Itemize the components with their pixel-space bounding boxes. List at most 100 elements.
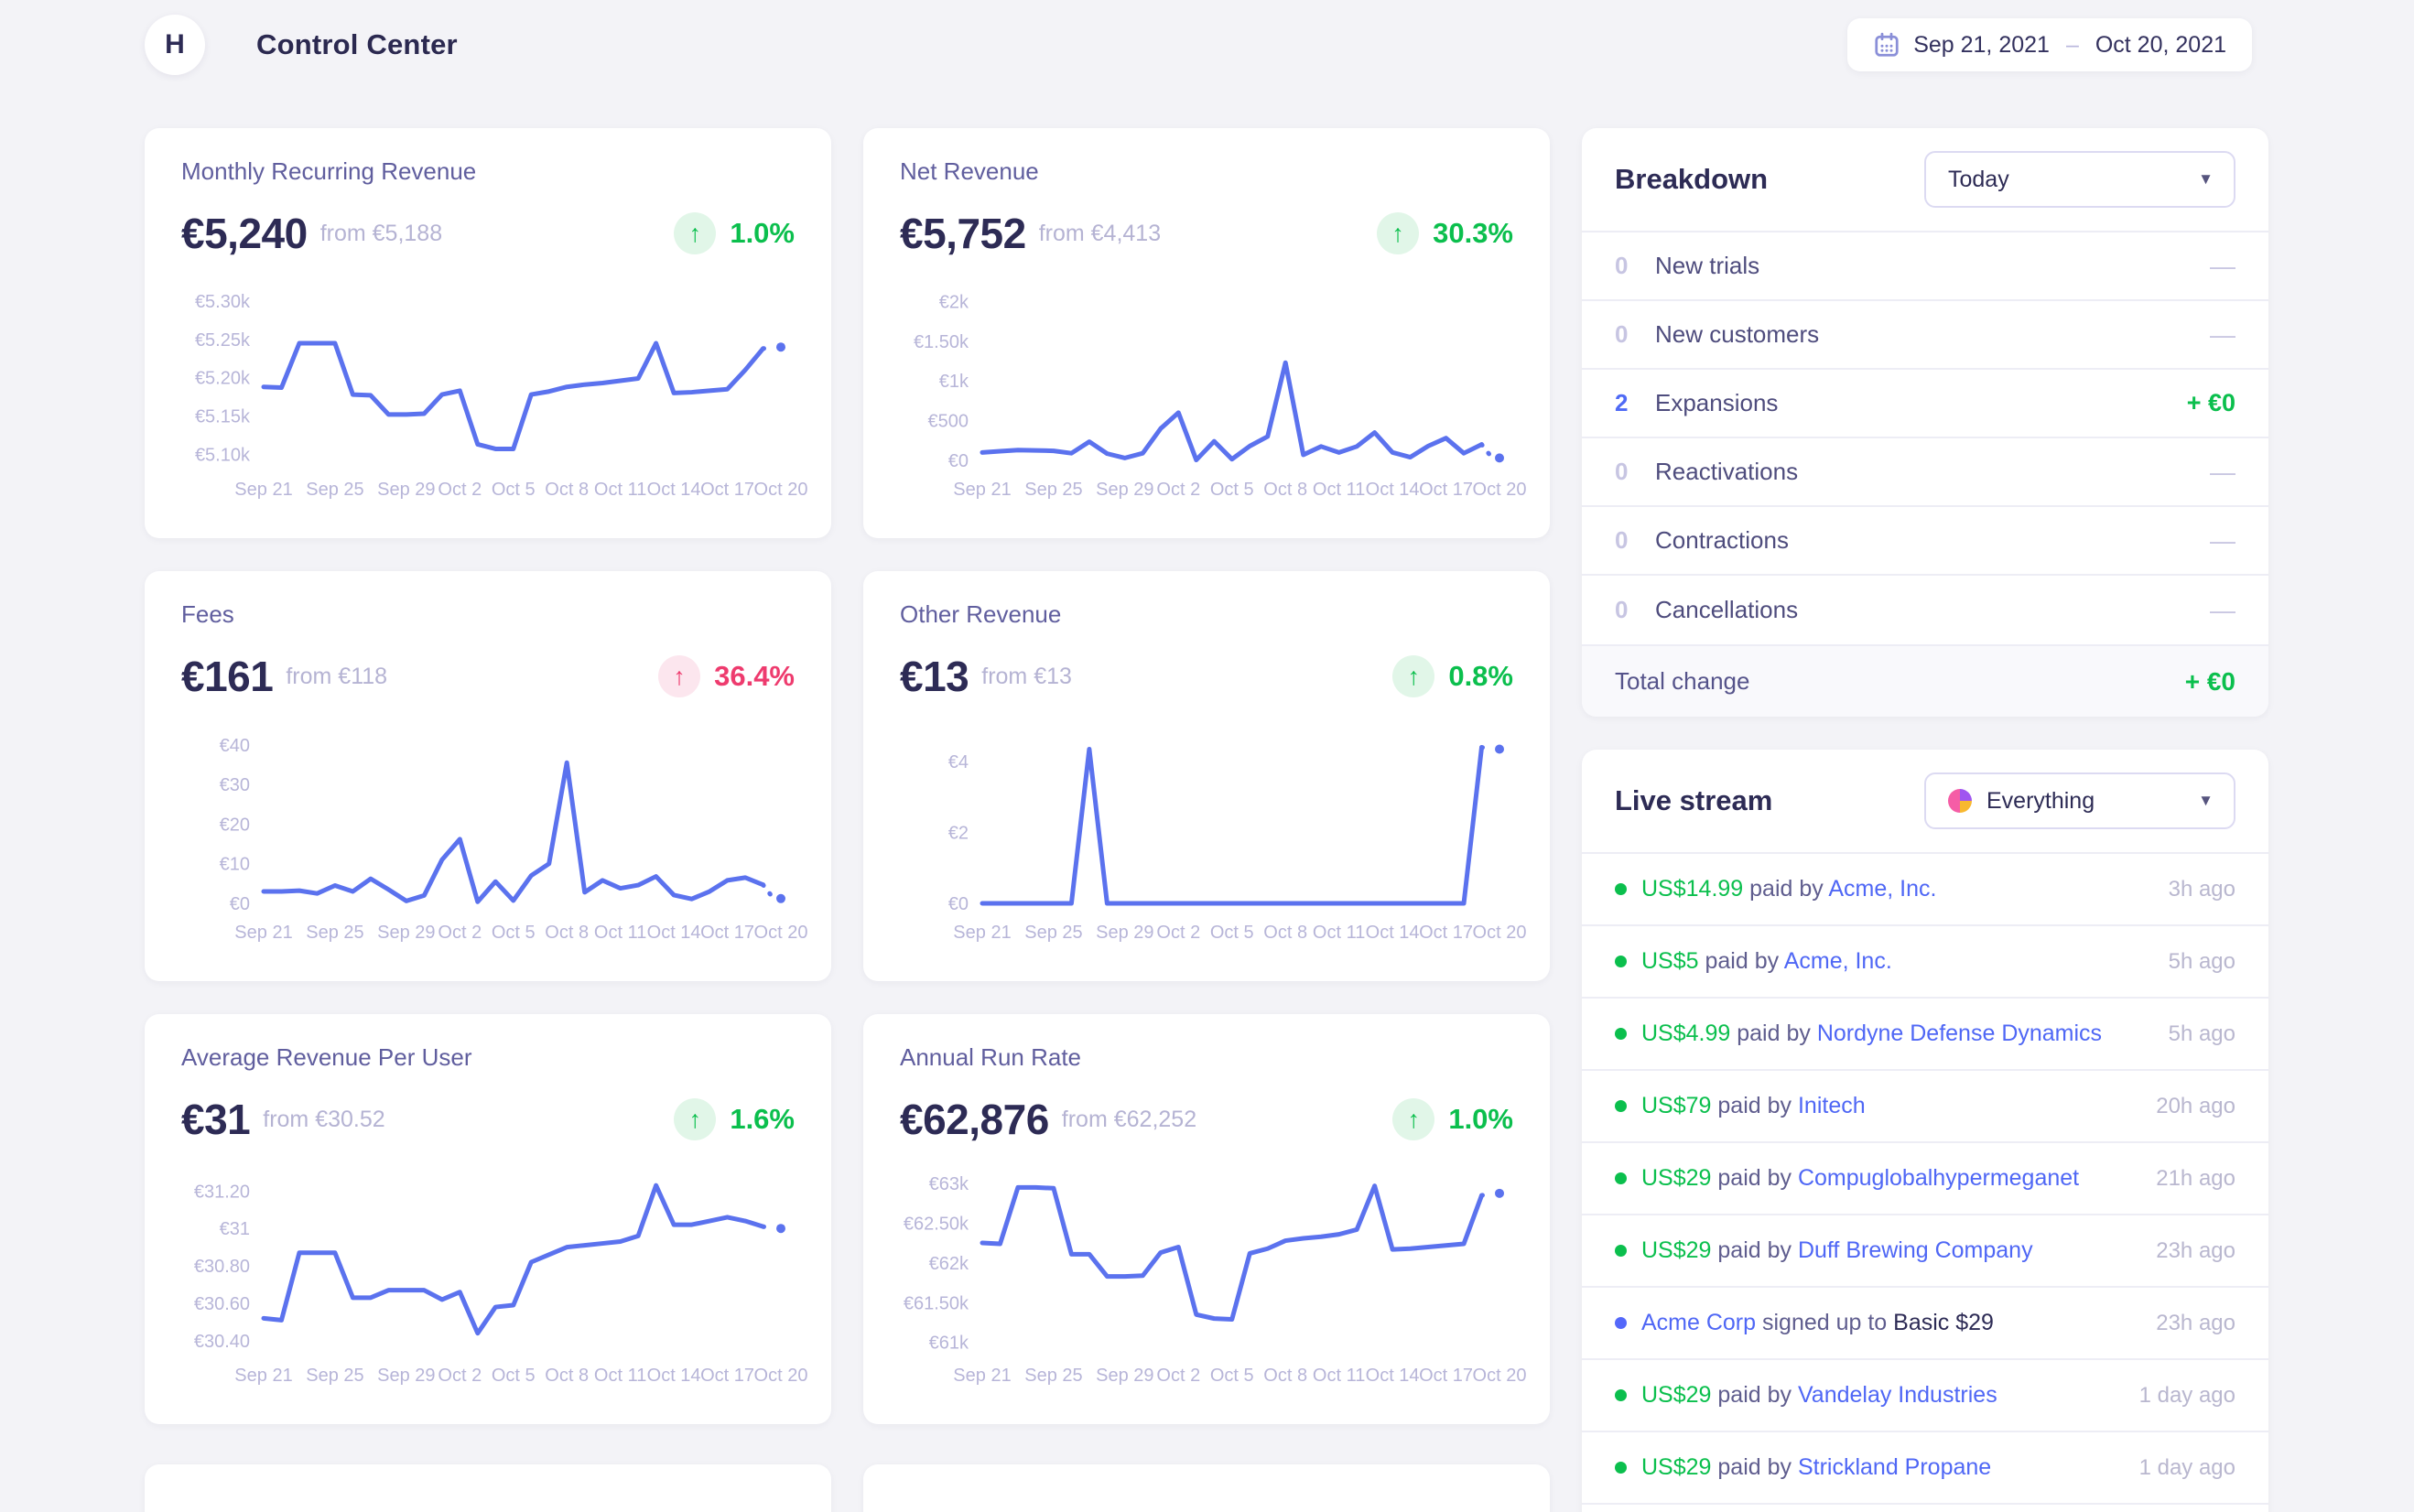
event-dot-icon xyxy=(1615,1462,1627,1474)
metrics-column-1: Monthly Recurring Revenue €5,240 from €5… xyxy=(145,128,831,1512)
svg-text:Oct 20: Oct 20 xyxy=(1473,1366,1527,1386)
metric-value-row: €5,240 from €5,188 ↑ 1.0% xyxy=(181,208,795,259)
svg-text:Oct 8: Oct 8 xyxy=(545,480,589,500)
svg-text:€5.20k: €5.20k xyxy=(195,369,251,389)
event-text: US$29 paid by Strickland Propane xyxy=(1641,1454,1991,1481)
breakdown-row: 2 Expansions + €0 xyxy=(1582,370,2268,438)
metric-previous-value: from €118 xyxy=(286,663,388,689)
arr-line-chart: €63k €62.50k €62k €61.50k €61k Sep 21 Sep 25 Se… xyxy=(904,1174,1527,1386)
event-segment-plain: paid by xyxy=(1711,1454,1798,1480)
svg-text:Oct 2: Oct 2 xyxy=(1156,1366,1200,1386)
svg-text:€1.50k: €1.50k xyxy=(914,332,969,352)
event-segment-plain: paid by xyxy=(1711,1237,1798,1263)
metric-value: €5,752 xyxy=(900,210,1026,257)
svg-text:€10: €10 xyxy=(220,855,250,875)
svg-text:Oct 20: Oct 20 xyxy=(754,923,808,943)
event-segment-amount: US$29 xyxy=(1641,1165,1712,1191)
customer-link[interactable]: Acme Corp xyxy=(1641,1310,1757,1335)
svg-text:€2: €2 xyxy=(948,824,969,844)
svg-text:Oct 14: Oct 14 xyxy=(1366,1366,1420,1386)
arrow-up-icon: ↑ xyxy=(1392,1098,1435,1140)
page-title: Control Center xyxy=(256,28,458,60)
metric-value-row: €62,876 from €62,252 ↑ 1.0% xyxy=(900,1094,1513,1145)
svg-text:Oct 11: Oct 11 xyxy=(594,1366,646,1386)
event-segment-plain: signed up to xyxy=(1756,1310,1894,1335)
svg-text:€500: €500 xyxy=(928,412,969,432)
svg-text:€0: €0 xyxy=(948,451,969,471)
svg-text:Oct 17: Oct 17 xyxy=(700,1366,754,1386)
svg-text:Sep 21: Sep 21 xyxy=(953,923,1011,943)
breakdown-label: Cancellations xyxy=(1655,596,1799,623)
metric-title: Average Revenue Per User xyxy=(181,1043,472,1071)
svg-text:Oct 11: Oct 11 xyxy=(594,480,646,500)
svg-text:€62k: €62k xyxy=(929,1254,969,1274)
customer-link[interactable]: Acme, Inc. xyxy=(1828,876,1937,902)
svg-text:Sep 29: Sep 29 xyxy=(1096,923,1153,943)
svg-text:Oct 2: Oct 2 xyxy=(438,1366,482,1386)
other-revenue-line-chart: €4 €2 €0 Sep 21 Sep 25 Sep 29 Oct 2 Oct 5 Oct 8 O… xyxy=(948,744,1526,943)
event-text: US$29 paid by Duff Brewing Company xyxy=(1641,1237,2033,1264)
metric-card-annual-run-rate: Annual Run Rate €62,876 from €62,252 ↑ 1… xyxy=(863,1014,1550,1424)
breakdown-count: 0 xyxy=(1615,458,1629,485)
svg-text:Sep 21: Sep 21 xyxy=(234,1366,292,1386)
svg-text:Oct 5: Oct 5 xyxy=(492,480,536,500)
event-dot-icon xyxy=(1615,1172,1627,1184)
breakdown-row: 0 New customers — xyxy=(1582,301,2268,370)
event-segment-plan: Basic $29 xyxy=(1893,1310,1994,1335)
breakdown-value: — xyxy=(2210,251,2235,280)
svg-text:Oct 14: Oct 14 xyxy=(647,1366,701,1386)
breakdown-value: + €0 xyxy=(2186,389,2235,416)
svg-text:Oct 14: Oct 14 xyxy=(647,923,701,943)
live-stream-panel: Live stream Everything ▼ US$14.99 paid b… xyxy=(1582,750,2268,1512)
event-segment-plain: paid by xyxy=(1698,948,1784,974)
metric-title: Monthly Recurring Revenue xyxy=(181,157,477,185)
svg-text:Sep 25: Sep 25 xyxy=(306,923,363,943)
svg-text:Sep 25: Sep 25 xyxy=(1024,1366,1082,1386)
event-segment-amount: US$14.99 xyxy=(1641,876,1744,902)
partial-card xyxy=(145,1464,831,1512)
metric-value: €5,240 xyxy=(181,210,308,257)
customer-link[interactable]: Nordyne Defense Dynamics xyxy=(1816,1021,2103,1046)
calendar-icon xyxy=(1875,32,1899,57)
breakdown-count: 0 xyxy=(1615,252,1629,279)
breakdown-period-select[interactable]: Today ▼ xyxy=(1924,151,2235,208)
svg-text:Oct 11: Oct 11 xyxy=(1313,923,1365,943)
metric-previous-value: from €13 xyxy=(981,663,1072,689)
live-stream-item: Acme Corp signed up to Basic $29 23h ago xyxy=(1582,1288,2268,1360)
event-text: US$29 paid by Compuglobalhypermeganet xyxy=(1641,1165,2079,1192)
customer-link[interactable]: Compuglobalhypermeganet xyxy=(1797,1165,2080,1191)
live-stream-filter-select[interactable]: Everything ▼ xyxy=(1924,772,2235,829)
event-text: US$4.99 paid by Nordyne Defense Dynamics xyxy=(1641,1021,2102,1047)
event-segment-plain: paid by xyxy=(1730,1021,1817,1046)
dashboard-grid: Monthly Recurring Revenue €5,240 from €5… xyxy=(0,128,2414,1512)
svg-text:Sep 29: Sep 29 xyxy=(1096,1366,1153,1386)
customer-link[interactable]: Initech xyxy=(1797,1093,1866,1118)
event-segment-plain: paid by xyxy=(1711,1382,1798,1408)
svg-text:€5.10k: €5.10k xyxy=(195,445,251,465)
svg-text:Oct 5: Oct 5 xyxy=(492,923,536,943)
event-timestamp: 20h ago xyxy=(2156,1093,2235,1118)
customer-link[interactable]: Vandelay Industries xyxy=(1797,1382,1997,1408)
event-timestamp: 23h ago xyxy=(2156,1310,2235,1335)
svg-text:Oct 5: Oct 5 xyxy=(1210,480,1254,500)
svg-text:Sep 25: Sep 25 xyxy=(306,480,363,500)
metric-value-row: €31 from €30.52 ↑ 1.6% xyxy=(181,1094,795,1145)
customer-link[interactable]: Duff Brewing Company xyxy=(1797,1237,2033,1263)
svg-text:€31.20: €31.20 xyxy=(194,1182,250,1202)
total-change-label: Total change xyxy=(1615,667,1750,695)
svg-text:Oct 8: Oct 8 xyxy=(1263,1366,1307,1386)
breakdown-total-row: Total change + €0 xyxy=(1582,644,2268,717)
svg-text:Sep 21: Sep 21 xyxy=(953,480,1011,500)
event-segment-amount: US$79 xyxy=(1641,1093,1712,1118)
customer-link[interactable]: Acme, Inc. xyxy=(1783,948,1892,974)
svg-text:Sep 21: Sep 21 xyxy=(234,923,292,943)
breakdown-title: Breakdown xyxy=(1615,163,1769,195)
metric-card-average-revenue-per-user: Average Revenue Per User €31 from €30.52… xyxy=(145,1014,831,1424)
mrr-line-chart: €5.30k €5.25k €5.20k €5.15k €5.10k Sep 21 Sep … xyxy=(195,292,808,500)
svg-text:€0: €0 xyxy=(948,894,969,914)
date-range-picker[interactable]: Sep 21, 2021 – Oct 20, 2021 xyxy=(1847,18,2252,71)
app-logo[interactable]: H xyxy=(145,15,205,75)
svg-text:€30.60: €30.60 xyxy=(194,1294,250,1314)
customer-link[interactable]: Strickland Propane xyxy=(1797,1454,1992,1480)
